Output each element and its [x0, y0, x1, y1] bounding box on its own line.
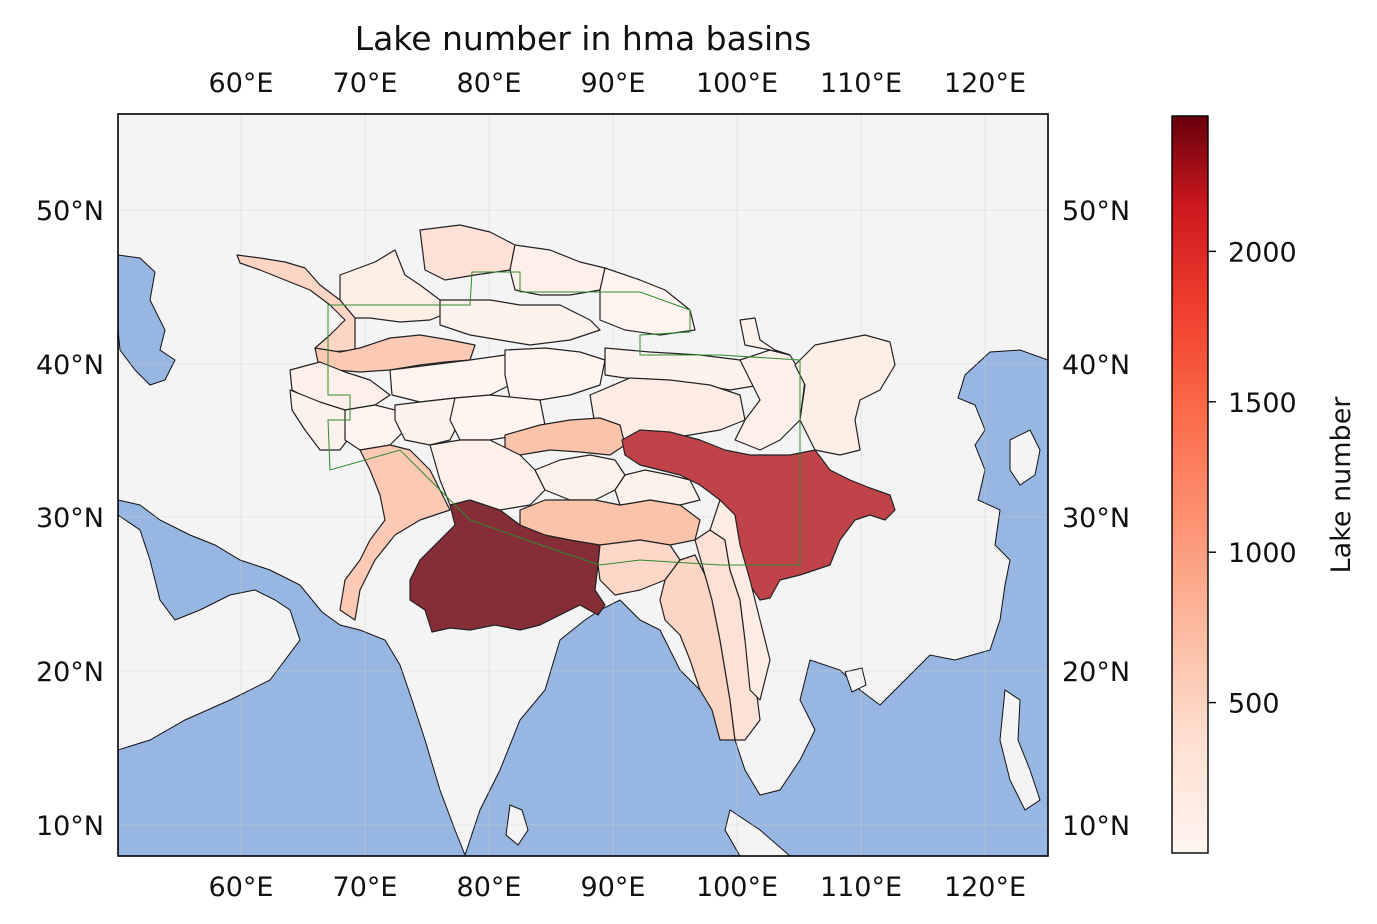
colorbar-tick-label: 500 [1228, 689, 1280, 720]
basin-yangtze [621, 429, 896, 601]
lat-tick-left: 20°N [36, 657, 104, 688]
lat-tick-right: 10°N [1062, 811, 1130, 842]
map-frame [117, 113, 1049, 857]
basin-brahmaputra-lower [597, 539, 681, 596]
land-sumatra [724, 809, 791, 856]
basin-tarim-central [504, 347, 606, 401]
lat-tick-left: 30°N [36, 503, 104, 534]
basin-salween [659, 554, 736, 741]
lat-tick-right: 50°N [1062, 196, 1130, 227]
lat-ticks-left: 10°N 20°N 30°N 40°N 50°N [36, 196, 104, 842]
basin-inner-mongolia [794, 334, 896, 456]
basin-mekong [709, 499, 771, 701]
lat-tick-left: 40°N [36, 350, 104, 381]
colorbar-label: Lake number [1326, 396, 1357, 574]
colorbar-tick-label: 1500 [1228, 388, 1297, 419]
lon-tick-bottom: 80°E [457, 872, 522, 903]
land-arabia [118, 514, 301, 751]
land-philippines [999, 689, 1041, 811]
lon-tick-top: 60°E [209, 68, 274, 99]
lon-tick-top: 70°E [333, 68, 398, 99]
basin-tibet-interior [429, 439, 546, 511]
land-korea [1009, 429, 1041, 486]
lat-tick-left: 50°N [36, 196, 104, 227]
basin-indus [339, 444, 451, 621]
lon-tick-top: 90°E [581, 68, 646, 99]
basin-tarim-west [389, 354, 511, 403]
colorbar-tick-label: 2000 [1228, 237, 1297, 268]
basin-kabul [344, 404, 406, 451]
basin-mekong-upper [614, 469, 701, 506]
colorbar: 500 1000 1500 2000 Lake number [1171, 115, 1357, 854]
lat-tick-left: 10°N [36, 811, 104, 842]
lon-tick-bottom: 100°E [696, 872, 778, 903]
basin-junggar [439, 299, 601, 346]
basin-brahmaputra [519, 499, 701, 546]
lon-tick-top: 80°E [457, 68, 522, 99]
lon-tick-bottom: 120°E [944, 872, 1026, 903]
lon-ticks-bottom: 60°E 70°E 80°E 90°E 100°E 110°E 120°E [209, 872, 1027, 903]
lon-tick-top: 100°E [696, 68, 778, 99]
lon-tick-bottom: 60°E [209, 872, 274, 903]
lon-tick-top: 110°E [820, 68, 902, 99]
hma-boundary [327, 271, 801, 566]
colorbar-gradient [1171, 115, 1209, 854]
basin-indus-upper [394, 397, 461, 446]
map-area [118, 114, 1048, 856]
lon-ticks-top: 60°E 70°E 80°E 90°E 100°E 110°E 120°E [209, 68, 1027, 99]
caspian-sea [118, 254, 176, 386]
lon-tick-bottom: 90°E [581, 872, 646, 903]
basins [236, 224, 896, 741]
basin-hexi [604, 347, 761, 391]
lon-tick-bottom: 70°E [333, 872, 398, 903]
colorbar-ticks: 500 1000 1500 2000 [1208, 237, 1297, 720]
colorbar-tick-label: 1000 [1228, 538, 1297, 569]
lat-tick-right: 20°N [1062, 657, 1130, 688]
basin-loess [739, 317, 791, 356]
lat-tick-right: 40°N [1062, 350, 1130, 381]
lat-ticks-right: 10°N 20°N 30°N 40°N 50°N [1062, 196, 1130, 842]
map-title: Lake number in hma basins [355, 19, 812, 58]
lon-tick-bottom: 110°E [820, 872, 902, 903]
basin-helmand [289, 389, 356, 451]
lat-tick-right: 30°N [1062, 503, 1130, 534]
lon-tick-top: 120°E [944, 68, 1026, 99]
